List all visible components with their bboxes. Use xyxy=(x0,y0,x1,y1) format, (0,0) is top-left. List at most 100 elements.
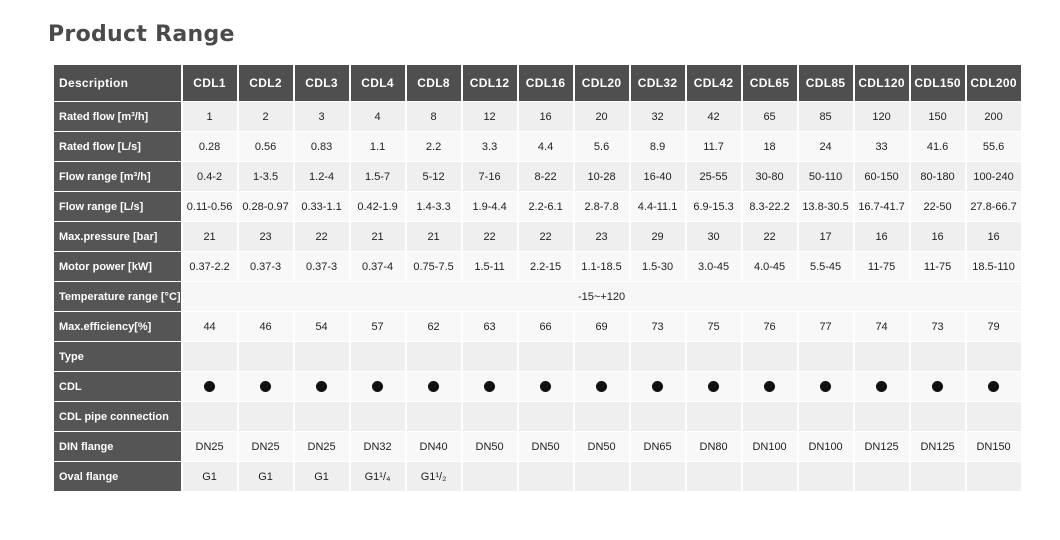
table-cell xyxy=(574,402,629,431)
table-cell: 0.83 xyxy=(294,132,349,161)
table-cell: 0.11-0.56 xyxy=(182,192,237,221)
table-cell xyxy=(574,462,629,491)
model-header: CDL120 xyxy=(854,65,909,101)
model-header: CDL32 xyxy=(630,65,685,101)
row-label: CDL xyxy=(54,372,181,401)
row-label: Max.pressure [bar] xyxy=(54,222,181,251)
table-cell: 1.1 xyxy=(350,132,405,161)
table-cell: 4.4 xyxy=(518,132,573,161)
table-cell xyxy=(406,342,461,371)
table-row: Max.efficiency[%] 44 46 54 57 62 63 66 69 73 75 76 7… xyxy=(54,312,1021,341)
availability-dot-icon xyxy=(316,381,328,393)
table-cell xyxy=(350,402,405,431)
availability-dot-icon xyxy=(484,381,496,393)
table-cell: 44 xyxy=(182,312,237,341)
table-cell: 4 xyxy=(350,102,405,131)
table-cell: 55.6 xyxy=(966,132,1021,161)
table-cell: DN125 xyxy=(854,432,909,461)
availability-dot-icon xyxy=(820,381,832,393)
table-cell: 2 xyxy=(238,102,293,131)
table-cell xyxy=(238,342,293,371)
table-cell: DN40 xyxy=(406,432,461,461)
table-cell xyxy=(182,342,237,371)
table-cell: 8.9 xyxy=(630,132,685,161)
table-cell: 22 xyxy=(294,222,349,251)
availability-dot-icon xyxy=(204,381,216,393)
table-cell: 8-22 xyxy=(518,162,573,191)
table-cell xyxy=(350,372,405,401)
table-cell: 18.5-110 xyxy=(966,252,1021,281)
table-cell xyxy=(518,402,573,431)
table-cell: 22-50 xyxy=(910,192,965,221)
table-header-row: Description CDL1 CDL2 CDL3 CDL4 CDL8 CDL12 CDL… xyxy=(54,65,1021,101)
model-header: CDL3 xyxy=(294,65,349,101)
row-label: Rated flow [L/s] xyxy=(54,132,181,161)
table-cell: 1.5-30 xyxy=(630,252,685,281)
table-cell: 4.0-45 xyxy=(742,252,797,281)
table-cell: 22 xyxy=(462,222,517,251)
table-cell: 16 xyxy=(854,222,909,251)
table-cell xyxy=(910,462,965,491)
table-cell: 1.4-3.3 xyxy=(406,192,461,221)
table-cell: 200 xyxy=(966,102,1021,131)
table-cell: G1¹/₄ xyxy=(350,462,405,491)
table-cell: DN50 xyxy=(518,432,573,461)
table-cell: DN25 xyxy=(294,432,349,461)
table-cell xyxy=(966,342,1021,371)
table-cell: G1¹/₂ xyxy=(406,462,461,491)
table-cell: 25-55 xyxy=(686,162,741,191)
table-cell: 3 xyxy=(294,102,349,131)
table-row: Motor power [kW] 0.37-2.2 0.37-3 0.37-3 0.37… xyxy=(54,252,1021,281)
table-cell: 23 xyxy=(574,222,629,251)
model-header: CDL16 xyxy=(518,65,573,101)
table-cell xyxy=(630,402,685,431)
table-cell: 22 xyxy=(742,222,797,251)
table-cell: 5.5-45 xyxy=(798,252,853,281)
table-cell: 21 xyxy=(182,222,237,251)
table-cell xyxy=(854,372,909,401)
table-cell: 120 xyxy=(854,102,909,131)
table-cell xyxy=(686,402,741,431)
table-cell: G1 xyxy=(182,462,237,491)
table-cell: 0.37-3 xyxy=(294,252,349,281)
model-header: CDL12 xyxy=(462,65,517,101)
table-cell: 30 xyxy=(686,222,741,251)
table-cell: DN25 xyxy=(238,432,293,461)
table-cell: 3.3 xyxy=(462,132,517,161)
table-row: Type xyxy=(54,342,1021,371)
model-header: CDL1 xyxy=(182,65,237,101)
availability-dot-icon xyxy=(988,381,1000,393)
table-cell: 2.2-15 xyxy=(518,252,573,281)
table-cell: 0.33-1.1 xyxy=(294,192,349,221)
table-cell xyxy=(294,372,349,401)
table-cell: 150 xyxy=(910,102,965,131)
table-cell xyxy=(238,402,293,431)
row-label: Rated flow [m³/h] xyxy=(54,102,181,131)
table-cell: 65 xyxy=(742,102,797,131)
table-cell: 16.7-41.7 xyxy=(854,192,909,221)
table-cell: DN100 xyxy=(798,432,853,461)
table-cell: DN100 xyxy=(742,432,797,461)
table-body: Rated flow [m³/h] 1 2 3 4 8 12 16 20 32 42 65 85 120 1… xyxy=(54,102,1021,491)
availability-dot-icon xyxy=(708,381,720,393)
page-title: Product Range xyxy=(48,22,235,47)
table-cell: 0.28 xyxy=(182,132,237,161)
table-cell xyxy=(798,342,853,371)
table-cell: 0.42-1.9 xyxy=(350,192,405,221)
table-row: Rated flow [L/s] 0.28 0.56 0.83 1.1 2.2 3.3 4.4… xyxy=(54,132,1021,161)
table-cell xyxy=(686,342,741,371)
row-label: Flow range [m³/h] xyxy=(54,162,181,191)
row-label: Oval flange xyxy=(54,462,181,491)
table-row: CDL xyxy=(54,372,1021,401)
table-cell: 1.9-4.4 xyxy=(462,192,517,221)
table-cell: 30-80 xyxy=(742,162,797,191)
table-cell xyxy=(742,462,797,491)
table-cell: 73 xyxy=(630,312,685,341)
table-cell: 50-110 xyxy=(798,162,853,191)
model-header: CDL20 xyxy=(574,65,629,101)
table-cell: 12 xyxy=(462,102,517,131)
table-cell xyxy=(742,342,797,371)
table-cell xyxy=(910,402,965,431)
table-cell: 1.2-4 xyxy=(294,162,349,191)
table-cell xyxy=(630,372,685,401)
